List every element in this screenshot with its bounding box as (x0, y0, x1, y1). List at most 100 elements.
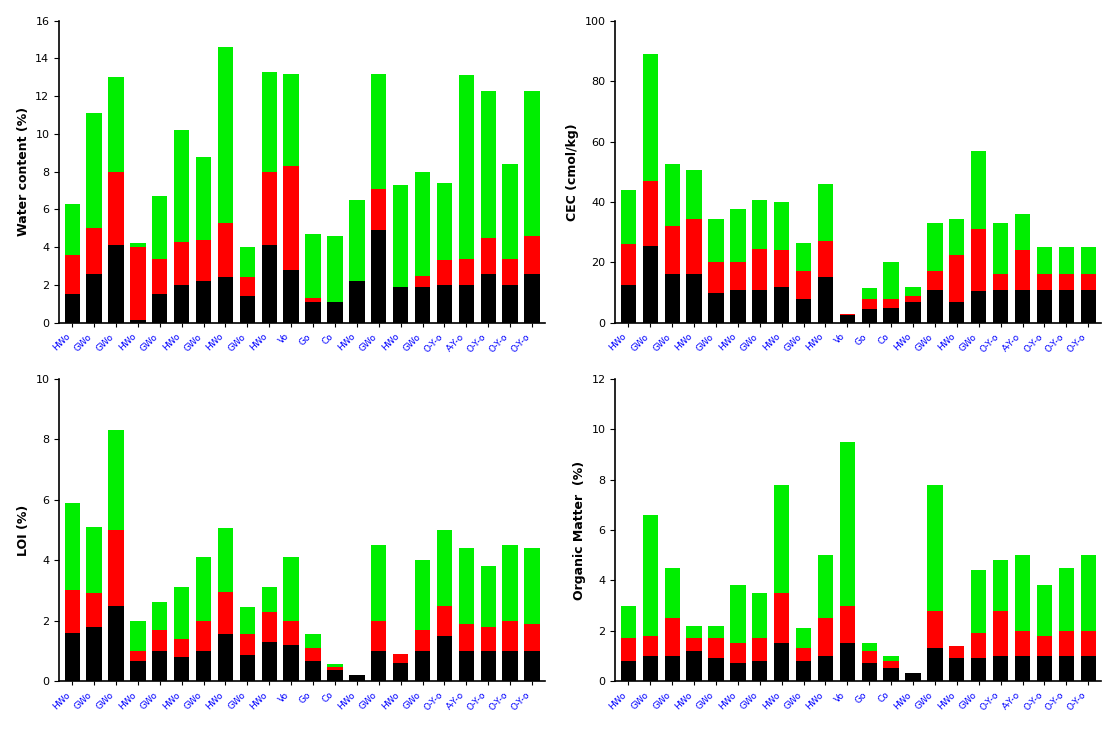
Bar (1080, 631, 1096, 656)
Bar (1036, 656, 1052, 681)
Bar (392, 663, 408, 681)
Bar (481, 627, 496, 651)
Bar (774, 250, 789, 286)
Bar (709, 292, 723, 323)
Bar (108, 246, 124, 323)
Bar (840, 315, 855, 323)
Bar (218, 47, 234, 222)
Bar (1015, 631, 1030, 656)
Bar (774, 485, 789, 593)
Bar (65, 295, 79, 323)
Bar (1036, 636, 1052, 656)
Bar (371, 74, 387, 189)
Bar (305, 661, 321, 681)
Bar (152, 602, 168, 630)
Bar (262, 612, 277, 642)
Bar (840, 313, 855, 315)
Bar (993, 223, 1008, 274)
Bar (949, 646, 965, 658)
Bar (152, 651, 168, 681)
Bar (774, 286, 789, 323)
Bar (174, 241, 189, 285)
Bar (481, 273, 496, 323)
Bar (774, 643, 789, 681)
Bar (686, 274, 702, 323)
Bar (949, 219, 965, 255)
Bar (218, 592, 234, 634)
Bar (328, 236, 342, 302)
Bar (883, 656, 899, 661)
Bar (481, 238, 496, 273)
Bar (415, 560, 430, 630)
Bar (239, 607, 255, 634)
Bar (437, 636, 452, 681)
Bar (371, 651, 387, 681)
Bar (993, 274, 1008, 289)
Bar (709, 262, 723, 292)
Bar (524, 90, 540, 236)
Bar (239, 655, 255, 681)
Bar (392, 287, 408, 323)
Bar (502, 620, 518, 651)
Bar (752, 593, 767, 638)
Bar (1080, 555, 1096, 631)
Bar (502, 651, 518, 681)
Bar (620, 244, 636, 285)
Bar (108, 430, 124, 530)
Bar (817, 656, 833, 681)
Bar (796, 271, 812, 299)
Bar (927, 289, 942, 323)
Bar (349, 675, 364, 681)
Bar (949, 658, 965, 681)
Bar (371, 230, 387, 323)
Bar (840, 606, 855, 643)
Bar (643, 636, 659, 656)
Bar (1015, 214, 1030, 250)
Y-axis label: LOI (%): LOI (%) (17, 504, 30, 555)
Bar (927, 485, 942, 611)
Bar (86, 273, 102, 323)
Bar (65, 255, 79, 295)
Bar (817, 184, 833, 241)
Bar (993, 289, 1008, 323)
Bar (86, 113, 102, 228)
Bar (883, 661, 899, 668)
Bar (664, 164, 680, 226)
Bar (1015, 250, 1030, 289)
Bar (796, 628, 812, 648)
Bar (371, 620, 387, 651)
Bar (817, 241, 833, 278)
Bar (458, 548, 474, 623)
Bar (458, 623, 474, 651)
Bar (481, 90, 496, 238)
Bar (196, 240, 211, 281)
Y-axis label: Organic Matter  (%): Organic Matter (%) (572, 461, 586, 599)
Bar (906, 295, 921, 302)
Bar (458, 259, 474, 285)
Bar (130, 247, 145, 320)
Bar (620, 190, 636, 244)
Bar (262, 246, 277, 323)
Bar (1059, 289, 1074, 323)
Bar (218, 529, 234, 592)
Bar (862, 309, 877, 323)
Bar (730, 209, 746, 262)
Bar (502, 545, 518, 620)
Bar (218, 634, 234, 681)
Bar (328, 671, 342, 681)
Bar (437, 530, 452, 606)
Bar (927, 271, 942, 289)
Bar (239, 278, 255, 297)
Bar (86, 593, 102, 627)
Bar (174, 657, 189, 681)
Bar (108, 530, 124, 606)
Bar (730, 643, 746, 663)
Bar (862, 663, 877, 681)
Bar (949, 255, 965, 302)
Bar (284, 557, 299, 620)
Bar (284, 166, 299, 270)
Bar (328, 668, 342, 671)
Bar (284, 74, 299, 166)
Bar (152, 259, 168, 295)
Bar (1059, 631, 1074, 656)
